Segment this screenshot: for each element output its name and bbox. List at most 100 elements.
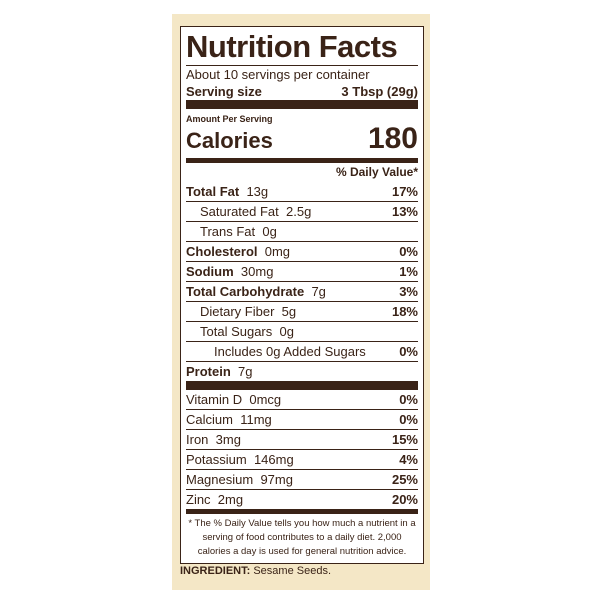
nutrient: Zinc 2mg — [186, 492, 243, 507]
nutrient-row: Saturated Fat 2.5g 13% — [186, 201, 418, 221]
nutrient-name: Cholesterol — [186, 244, 258, 259]
nutrient: Cholesterol 0mg — [186, 244, 290, 259]
nutrient: Trans Fat 0g — [186, 224, 277, 239]
daily-value: 1% — [399, 264, 418, 279]
nutrient-row: Iron 3mg 15% — [186, 429, 418, 449]
nutrient-row: Trans Fat 0g — [186, 221, 418, 241]
rule — [186, 509, 418, 514]
daily-value: 25% — [391, 472, 418, 487]
nutrient: Includes 0g Added Sugars — [186, 344, 366, 359]
nutrient-row: Cholesterol 0mg 0% — [186, 241, 418, 261]
nutrient-row: Total Carbohydrate 7g 3% — [186, 281, 418, 301]
nutrient: Iron 3mg — [186, 432, 241, 447]
nutrient-row: Total Sugars 0g — [186, 321, 418, 341]
rule — [186, 100, 418, 109]
daily-value: 0% — [399, 392, 418, 407]
serving-size-value: 3 Tbsp (29g) — [341, 84, 418, 99]
calories-label: Calories — [186, 128, 273, 153]
nutrient: Potassium 146mg — [186, 452, 294, 467]
nutrient-row: Potassium 146mg 4% — [186, 449, 418, 469]
nutrient-amount: 0g — [262, 224, 277, 239]
nutrient-amount: 0mcg — [249, 392, 282, 407]
nutrient: Total Carbohydrate 7g — [186, 284, 326, 299]
nutrient-row: Protein 7g — [186, 361, 418, 381]
nutrient: Dietary Fiber 5g — [186, 304, 296, 319]
nutrient-name: Trans Fat — [200, 224, 256, 239]
nutrient: Magnesium 97mg — [186, 472, 293, 487]
rule — [186, 158, 418, 163]
nutrient-row: Dietary Fiber 5g 18% — [186, 301, 418, 321]
nutrient-amount: 13g — [246, 184, 269, 199]
nutrient-name: Protein — [186, 364, 231, 379]
daily-value: 3% — [399, 284, 418, 299]
ingredients: INGREDIENT: Sesame Seeds. — [180, 565, 331, 577]
daily-value: 0% — [399, 412, 418, 427]
daily-value: 4% — [399, 452, 418, 467]
nutrient-name: Iron — [186, 432, 209, 447]
nutrient-name: Dietary Fiber — [200, 304, 275, 319]
servings: About 10 servings per container — [186, 66, 418, 83]
ingredients-label: INGREDIENT: — [180, 565, 251, 577]
nutrient-amount: 7g — [311, 284, 326, 299]
nutrient-amount: 0mg — [264, 244, 291, 259]
daily-value: 13% — [391, 204, 418, 219]
nutrient: Vitamin D 0mcg — [186, 392, 281, 407]
nutrient-amount: 5g — [281, 304, 297, 319]
title: Nutrition Facts — [186, 29, 398, 64]
nutrient-amount: 146mg — [253, 452, 294, 467]
serving-size-label: Serving size — [186, 84, 262, 99]
nutrient-row: Includes 0g Added Sugars 0% — [186, 341, 418, 361]
nutrients: Total Fat 13g 17% Saturated Fat 2.5g 13% Tra… — [186, 182, 418, 381]
nutrient-amount: 11mg — [240, 412, 272, 427]
nutrition-label: Nutrition Facts About 10 servings per co… — [180, 26, 424, 564]
rule — [186, 381, 418, 390]
nutrient: Total Sugars 0g — [186, 324, 294, 339]
daily-value: 15% — [391, 432, 418, 447]
nutrient-name: Sodium — [186, 264, 234, 279]
nutrient: Protein 7g — [186, 364, 253, 379]
nutrient-row: Total Fat 13g 17% — [186, 182, 418, 201]
serving-size: Serving size 3 Tbsp (29g) — [186, 83, 418, 100]
daily-value: 20% — [391, 492, 418, 507]
nutrient-row: Vitamin D 0mcg 0% — [186, 390, 418, 409]
nutrient: Sodium 30mg — [186, 264, 273, 279]
nutrient-name: Zinc — [186, 492, 211, 507]
nutrient-name: Total Carbohydrate — [186, 284, 305, 299]
nutrient-amount: 2mg — [217, 492, 244, 507]
footnote: * The % Daily Value tells you how much a… — [188, 518, 416, 557]
daily-value: 0% — [399, 244, 418, 259]
nutrient-name: Calcium — [186, 412, 233, 427]
calories: Calories 180 — [186, 124, 418, 154]
servings-text: About 10 servings per container — [186, 67, 370, 82]
nutrient-row: Calcium 11mg 0% — [186, 409, 418, 429]
nutrient-name: Vitamin D — [186, 392, 243, 407]
nutrient-name: Magnesium — [186, 472, 254, 487]
nutrient-amount: 97mg — [260, 472, 293, 487]
nutrient: Saturated Fat 2.5g — [186, 204, 311, 219]
rule — [186, 65, 418, 66]
ingredients-text: Sesame Seeds. — [253, 565, 331, 577]
nutrient-name: Potassium — [186, 452, 247, 467]
vitamins: Vitamin D 0mcg 0% Calcium 11mg 0% Iron 3mg 15… — [186, 390, 418, 509]
nutrient-amount: 30mg — [240, 264, 274, 279]
nutrient-name: Saturated Fat — [200, 204, 279, 219]
nutrient-row: Zinc 2mg 20% — [186, 489, 418, 509]
nutrient-name: Includes 0g Added Sugars — [214, 344, 366, 359]
nutrient-name: Total Sugars — [200, 324, 273, 339]
nutrient: Total Fat 13g — [186, 184, 268, 199]
daily-value: 18% — [391, 304, 418, 319]
amount-per-serving: Amount Per Serving — [186, 114, 273, 124]
nutrient-amount: 3mg — [215, 432, 241, 447]
daily-value: 0% — [399, 344, 418, 359]
nutrient-amount: 7g — [238, 364, 253, 379]
calories-value: 180 — [367, 122, 418, 155]
nutrient-amount: 2.5g — [286, 204, 312, 219]
nutrient-row: Sodium 30mg 1% — [186, 261, 418, 281]
daily-value: 17% — [391, 184, 418, 199]
nutrient-row: Magnesium 97mg 25% — [186, 469, 418, 489]
daily-value-header: % Daily Value* — [335, 165, 418, 179]
nutrient: Calcium 11mg — [186, 412, 272, 427]
nutrient-amount: 0g — [279, 324, 294, 339]
nutrient-name: Total Fat — [186, 184, 240, 199]
